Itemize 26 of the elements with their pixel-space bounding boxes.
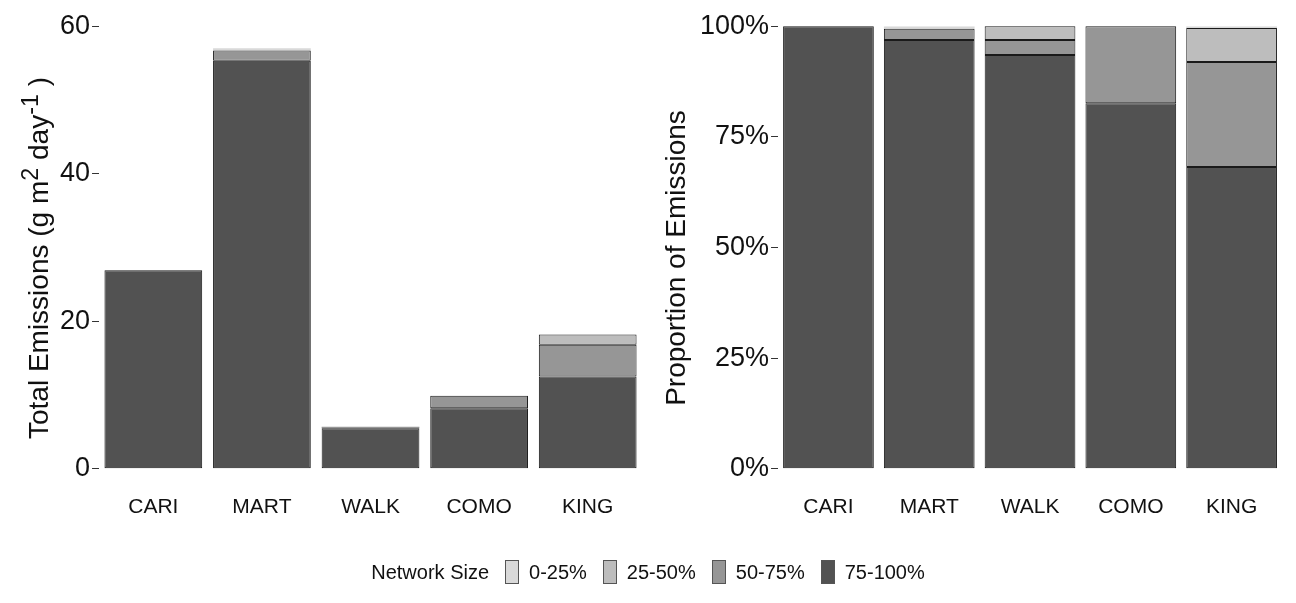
x-tick-label: WALK	[1000, 494, 1060, 518]
legend-title: Network Size	[371, 560, 490, 584]
x-tick-label: KING	[562, 494, 614, 518]
y-axis-title: Proportion of Emissions	[660, 110, 692, 406]
legend-label: 25-50%	[626, 560, 696, 584]
bar	[213, 48, 311, 51]
y-tick-label: 60	[59, 9, 91, 40]
legend-label: 50-75%	[735, 560, 805, 584]
y-tick-label: 0	[75, 452, 91, 483]
x-tick-label: CARI	[803, 494, 854, 518]
y-tick-label: 40	[59, 157, 91, 188]
x-tick-label: COMO	[1098, 494, 1164, 518]
y-tick-label: 50%	[715, 230, 770, 261]
x-tick-label: COMO	[446, 494, 512, 518]
y-tick-label: 20	[59, 304, 91, 335]
x-tick-label: WALK	[341, 494, 400, 518]
legend-label: 75-100%	[844, 560, 925, 584]
y-tick-label: 75%	[715, 120, 770, 151]
y-tick-label: 100%	[699, 9, 770, 40]
y-tick-label: 25%	[715, 341, 770, 372]
y-tick-label: 0%	[730, 452, 770, 483]
x-tick-label: KING	[1205, 494, 1258, 518]
legend-label: 0-25%	[529, 560, 587, 584]
x-tick-label: MART	[232, 494, 292, 518]
x-tick-label: CARI	[128, 494, 179, 518]
x-tick-label: MART	[899, 494, 959, 518]
